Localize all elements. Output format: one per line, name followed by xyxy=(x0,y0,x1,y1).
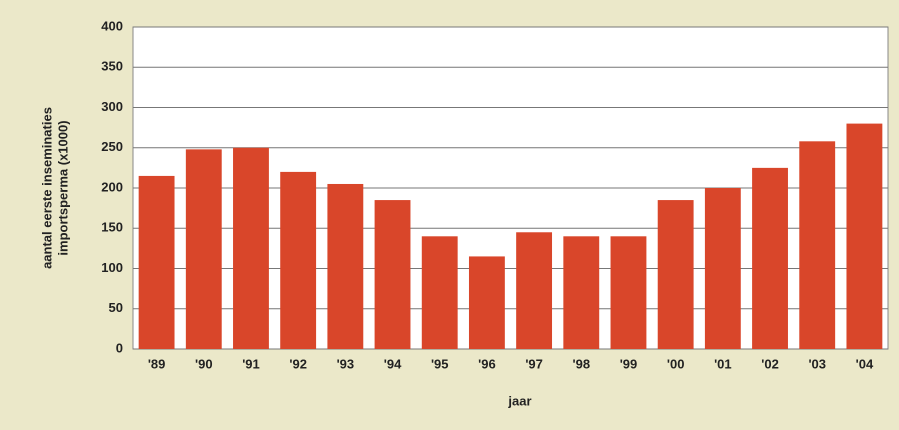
x-tick-label: '95 xyxy=(431,356,449,371)
bar xyxy=(468,256,505,349)
y-tick-label: 250 xyxy=(101,139,123,154)
x-tick-label: '01 xyxy=(714,356,732,371)
y-tick-label: 300 xyxy=(101,99,123,114)
x-tick-label: '94 xyxy=(384,356,402,371)
bar xyxy=(327,183,364,349)
bar xyxy=(185,149,222,349)
bar xyxy=(280,171,317,349)
x-tick-label: '99 xyxy=(620,356,638,371)
bar xyxy=(752,167,788,349)
bar xyxy=(233,147,269,349)
bar xyxy=(374,200,411,349)
y-tick-label: 100 xyxy=(101,260,123,275)
y-tick-label: 400 xyxy=(101,18,123,33)
y-tick-label: 0 xyxy=(116,340,123,355)
y-tick-label: 50 xyxy=(109,300,123,315)
y-tick-label: 350 xyxy=(101,59,123,74)
bar xyxy=(657,200,694,349)
x-tick-label: '93 xyxy=(337,356,355,371)
bar xyxy=(846,123,883,349)
x-tick-label: '03 xyxy=(808,356,826,371)
x-tick-label: '02 xyxy=(761,356,779,371)
bar xyxy=(610,236,647,349)
x-tick-label: '91 xyxy=(242,356,260,371)
x-tick-label: '97 xyxy=(525,356,543,371)
y-axis-label: importsperma (x1000) xyxy=(55,120,70,255)
x-tick-label: '92 xyxy=(289,356,307,371)
bar xyxy=(516,232,553,349)
y-axis-label: aantal eerste inseminaties xyxy=(39,107,54,269)
bar xyxy=(138,175,175,349)
x-tick-label: '96 xyxy=(478,356,496,371)
x-tick-label: '00 xyxy=(667,356,685,371)
bar xyxy=(799,141,836,349)
x-tick-label: '98 xyxy=(573,356,591,371)
y-tick-label: 200 xyxy=(101,179,123,194)
x-axis-label: jaar xyxy=(507,393,531,408)
bar xyxy=(563,236,600,349)
x-tick-label: '04 xyxy=(856,356,874,371)
bar xyxy=(704,188,741,349)
y-tick-label: 150 xyxy=(101,220,123,235)
x-tick-label: '90 xyxy=(195,356,213,371)
x-tick-label: '89 xyxy=(148,356,166,371)
bar xyxy=(421,236,458,349)
